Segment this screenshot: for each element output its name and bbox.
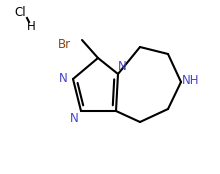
Text: N: N [70,113,78,125]
Text: Cl: Cl [14,6,26,19]
Text: NH: NH [182,74,200,88]
Text: N: N [118,60,126,73]
Text: Br: Br [57,38,71,50]
Text: N: N [59,73,67,85]
Text: H: H [27,21,35,34]
